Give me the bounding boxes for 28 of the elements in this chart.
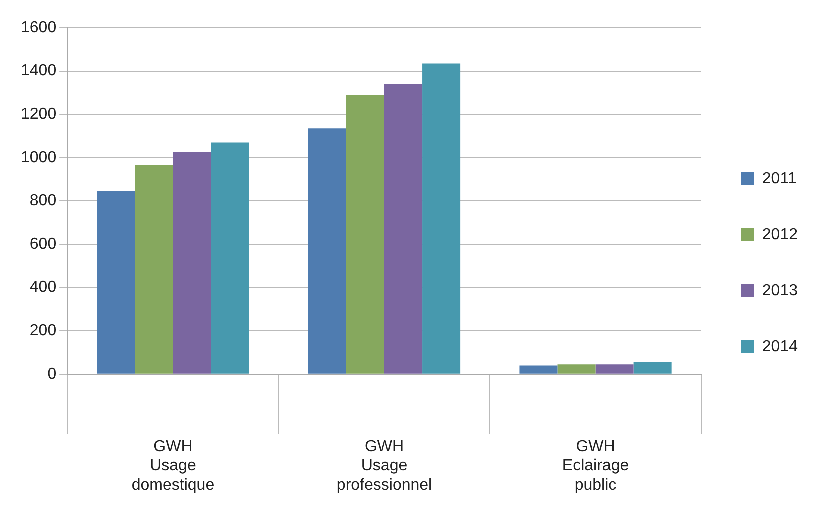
bar <box>211 142 250 374</box>
legend-label: 2012 <box>762 226 798 244</box>
legend-label: 2011 <box>762 170 797 188</box>
y-tick-label: 1600 <box>21 19 57 36</box>
y-tick-label: 800 <box>30 192 57 210</box>
y-tick-label: 600 <box>30 236 57 253</box>
bar <box>422 64 461 374</box>
y-tick-label: 0 <box>48 366 57 383</box>
y-tick-label: 200 <box>30 322 57 340</box>
bar <box>558 364 596 374</box>
bar <box>308 128 346 374</box>
bar <box>173 152 212 374</box>
y-tick-label: 1000 <box>21 149 57 166</box>
x-tick-label: GWH Usage domestique <box>132 438 215 494</box>
legend-label: 2014 <box>762 338 798 356</box>
x-tick-label: GWH Eclairage public <box>562 438 630 494</box>
bar <box>346 95 384 374</box>
bar <box>97 191 136 374</box>
bar <box>135 165 174 374</box>
bar <box>596 364 634 374</box>
y-tick-label: 1400 <box>21 62 57 80</box>
bar <box>384 84 423 374</box>
bar <box>634 362 672 374</box>
x-tick-label: GWH Usage professionnel <box>336 438 432 494</box>
y-tick-label: 1200 <box>21 106 57 124</box>
legend-label: 2013 <box>762 282 798 300</box>
bar <box>520 366 558 374</box>
y-tick-label: 400 <box>30 279 57 296</box>
